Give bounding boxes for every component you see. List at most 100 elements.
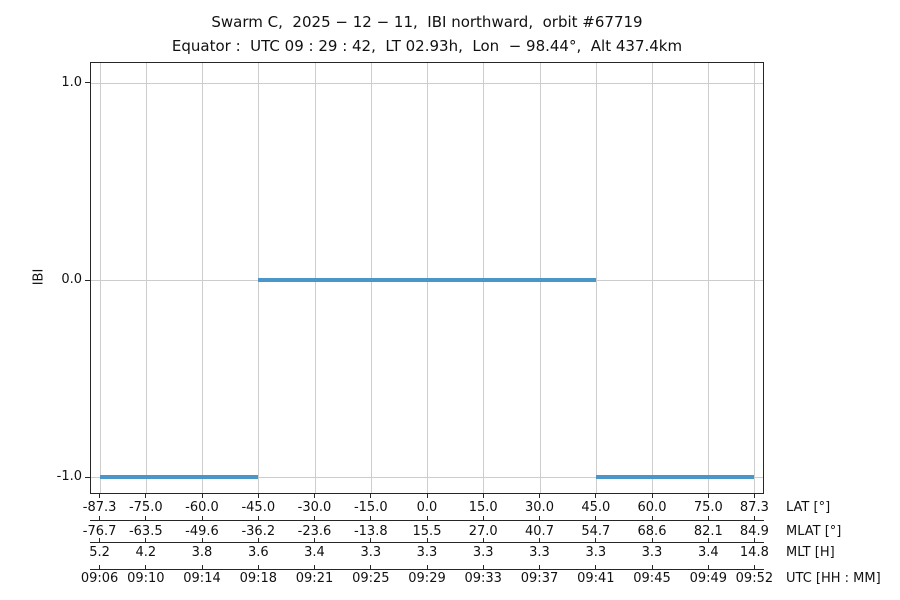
x-tick: [201, 516, 203, 520]
x-tick: [257, 538, 259, 542]
y-gridline: [91, 477, 763, 479]
x-axis-row-line: [90, 569, 764, 570]
x-tick: [370, 565, 372, 569]
x-tick: [482, 538, 484, 542]
x-tick-label: -87.3: [82, 500, 117, 515]
x-tick-label: 09:37: [520, 571, 559, 586]
x-tick: [426, 516, 428, 520]
x-tick-label: -13.8: [353, 524, 388, 539]
y-tick-label: -1.0: [56, 469, 82, 485]
x-tick-label: -60.0: [185, 500, 219, 515]
x-tick: [201, 538, 203, 542]
x-tick: [99, 516, 101, 520]
x-tick: [595, 494, 597, 498]
y-tick-label: 1.0: [61, 74, 82, 90]
x-tick: [539, 538, 540, 542]
x-tick-label: -36.2: [241, 524, 276, 539]
x-tick-label: 5.2: [89, 545, 110, 560]
x-tick: [370, 538, 372, 542]
y-tick-label: 0.0: [61, 272, 82, 287]
x-axis-row-label: MLT [H]: [786, 545, 835, 560]
x-tick-label: 09:49: [689, 571, 728, 586]
x-tick-label: 3.3: [585, 545, 607, 560]
x-tick-label: -75.0: [128, 500, 163, 515]
x-gridline: [202, 63, 203, 493]
x-tick: [145, 516, 147, 520]
x-tick-label: 3.3: [360, 545, 382, 560]
x-tick-label: -49.6: [185, 524, 219, 539]
chart-subtitle: Equator : UTC 09 : 29 : 42, LT 02.93h, L…: [171, 37, 683, 55]
x-tick: [426, 538, 428, 542]
x-tick: [753, 494, 755, 498]
x-tick: [707, 494, 709, 498]
x-tick-label: 3.3: [416, 545, 438, 560]
x-tick: [145, 565, 147, 569]
x-tick: [99, 565, 101, 569]
x-tick: [145, 494, 147, 498]
x-tick: [482, 565, 484, 569]
x-tick: [201, 494, 203, 498]
x-gridline: [652, 63, 653, 493]
x-tick: [314, 516, 315, 520]
x-tick: [595, 538, 597, 542]
x-tick: [426, 565, 428, 569]
x-tick: [595, 516, 597, 520]
x-tick-label: 09:18: [239, 571, 278, 586]
x-tick: [651, 516, 653, 520]
x-tick: [707, 538, 709, 542]
x-axis-row-label: LAT [°]: [786, 500, 831, 515]
x-axis-row-label: UTC [HH : MM]: [786, 571, 881, 586]
x-gridline: [595, 63, 597, 493]
x-tick: [753, 538, 755, 542]
x-tick: [257, 516, 259, 520]
ibi-line-segment: [595, 475, 755, 480]
x-gridline: [145, 63, 147, 493]
x-tick-label: 09:14: [183, 571, 221, 586]
x-tick-label: -30.0: [297, 500, 332, 515]
x-tick-label: 14.8: [739, 545, 769, 560]
y-tick: [85, 279, 90, 281]
x-tick: [370, 516, 372, 520]
x-tick-label: 09:10: [127, 571, 165, 586]
x-tick: [145, 538, 147, 542]
x-tick-label: 3.6: [247, 545, 269, 560]
x-tick-label: 09:45: [633, 571, 671, 586]
x-tick-label: 84.9: [739, 524, 769, 539]
x-tick-label: 3.3: [529, 545, 550, 560]
x-tick-label: -63.5: [128, 524, 163, 539]
x-tick-label: 82.1: [693, 524, 723, 539]
x-tick: [482, 516, 484, 520]
x-tick-label: -23.6: [297, 524, 332, 539]
x-tick-label: 09:25: [352, 571, 390, 586]
x-tick: [707, 565, 709, 569]
x-tick: [257, 565, 259, 569]
x-tick: [539, 494, 540, 498]
x-axis-row-line: [90, 542, 764, 543]
x-tick: [257, 494, 259, 498]
y-tick: [85, 476, 90, 478]
x-tick-label: -15.0: [353, 500, 388, 515]
x-tick-label: 60.0: [637, 500, 667, 515]
x-axis-row-line: [90, 520, 764, 521]
chart-title: Swarm C, 2025 − 12 − 11, IBI northward, …: [211, 13, 643, 31]
x-tick-label: 09:29: [408, 571, 446, 586]
plot-area: [90, 62, 764, 494]
x-tick: [539, 516, 540, 520]
x-tick-label: 15.0: [468, 500, 498, 515]
x-tick-label: 09:06: [80, 571, 119, 586]
x-tick: [201, 565, 203, 569]
x-tick-label: 45.0: [581, 500, 611, 515]
x-tick-label: 68.6: [637, 524, 667, 539]
x-tick-label: 54.7: [581, 524, 611, 539]
x-tick: [426, 494, 428, 498]
y-tick: [85, 82, 90, 84]
x-tick-label: 15.5: [412, 524, 442, 539]
x-tick: [753, 516, 755, 520]
x-tick-label: 09:41: [577, 571, 615, 586]
x-tick: [99, 494, 101, 498]
x-tick-label: 3.4: [304, 545, 325, 560]
x-tick: [651, 494, 653, 498]
x-tick: [651, 565, 653, 569]
x-tick-label: -76.7: [82, 524, 117, 539]
